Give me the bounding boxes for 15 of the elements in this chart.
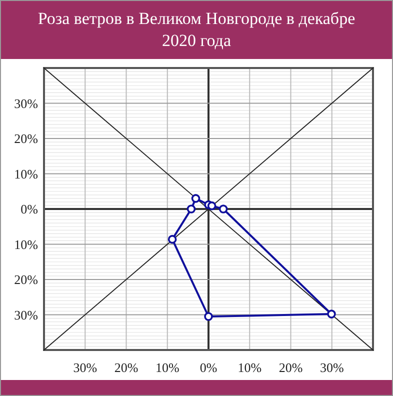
x-tick-label: 0% — [200, 360, 218, 375]
y-tick-label: 20% — [14, 272, 38, 287]
x-tick-label: 20% — [278, 360, 303, 375]
x-tick-label: 20% — [114, 360, 138, 375]
y-tick-label: 10% — [14, 166, 38, 182]
chart-title: Роза ветров в Великом Новгороде в декабре 2020 года — [38, 9, 356, 50]
x-tick-label: 30% — [73, 360, 98, 375]
y-tick-label: 30% — [14, 307, 38, 322]
x-tick-label: 10% — [238, 360, 262, 375]
x-tick-label: 10% — [155, 360, 180, 375]
y-tick-label: 0% — [20, 202, 38, 216]
x-tick-label: 30% — [320, 360, 344, 375]
y-tick-label: 20% — [14, 131, 38, 146]
y-tick-label: 10% — [14, 236, 38, 252]
y-tick-label: 30% — [14, 96, 38, 111]
